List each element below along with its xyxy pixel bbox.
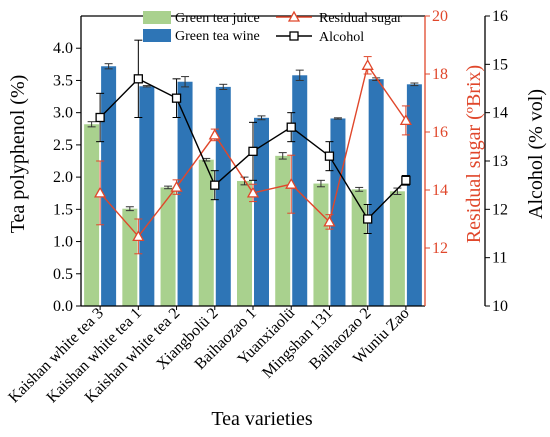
- legend-marker-alcohol: [289, 31, 299, 41]
- legend-swatch-wine: [143, 29, 171, 42]
- bar-wine: [406, 84, 422, 306]
- bar-juice: [313, 183, 329, 306]
- bar-juice: [389, 191, 405, 306]
- y-tick-label-alcohol: 13: [492, 153, 508, 170]
- marker-sugar: [323, 215, 336, 227]
- y-tick-label-left: 2.0: [53, 169, 73, 186]
- marker-sugar: [94, 186, 107, 198]
- y-tick-label-sugar: 14: [432, 182, 448, 199]
- legend-swatch-juice: [143, 11, 171, 24]
- y-tick-label-sugar: 18: [432, 66, 448, 83]
- marker-sugar: [399, 114, 412, 126]
- y-axis-title-alcohol: Alcohol (% vol): [525, 89, 547, 219]
- y-axis-title-left: Tea polyphenol (%): [7, 75, 29, 234]
- x-axis-title: Tea varieties: [211, 408, 313, 430]
- legend-label-wine: Green tea wine: [175, 29, 260, 44]
- y-tick-label-left: 0.0: [53, 298, 73, 315]
- bar-wine: [254, 117, 269, 306]
- bar-juice: [275, 155, 291, 306]
- bar-juice: [122, 208, 138, 306]
- y-tick-label-sugar: 20: [432, 8, 448, 25]
- bar-juice: [160, 187, 176, 306]
- marker-sugar: [132, 230, 145, 242]
- bar-wine: [215, 86, 231, 306]
- y-tick-label-left: 1.5: [53, 201, 73, 218]
- legend-label-alcohol: Alcohol: [319, 30, 364, 45]
- marker-alcohol: [324, 151, 335, 161]
- marker-sugar: [170, 180, 183, 192]
- marker-sugar: [285, 177, 298, 189]
- y-tick-label-sugar: 16: [432, 124, 448, 141]
- marker-alcohol: [248, 146, 258, 156]
- y-tick-label-alcohol: 14: [492, 105, 508, 122]
- y-tick-label-left: 0.5: [53, 266, 73, 283]
- y-tick-label-alcohol: 10: [492, 298, 508, 315]
- bar-juice: [351, 189, 367, 306]
- y-tick-label-alcohol: 15: [492, 56, 508, 73]
- marker-sugar: [246, 186, 260, 198]
- y-tick-label-alcohol: 16: [492, 8, 508, 25]
- bar-wine: [177, 81, 193, 306]
- marker-sugar: [208, 128, 221, 140]
- bar-wine: [330, 118, 346, 306]
- marker-sugar: [361, 58, 374, 70]
- marker-alcohol: [210, 180, 220, 190]
- bar-wine: [101, 66, 117, 307]
- y-tick-label-left: 3.0: [53, 105, 73, 122]
- bar-wine: [139, 86, 155, 306]
- bar-juice: [237, 180, 252, 306]
- marker-alcohol: [286, 122, 296, 132]
- y-tick-label-left: 1.0: [53, 234, 73, 251]
- y-axis-title-sugar: Residual sugar (ºBrix): [463, 65, 485, 243]
- y-tick-label-left: 2.5: [53, 137, 73, 154]
- legend-label-sugar: Residual sugar: [319, 11, 402, 26]
- bar-juice: [198, 159, 214, 306]
- marker-alcohol: [95, 112, 105, 123]
- marker-alcohol: [171, 93, 182, 103]
- bar-wine: [292, 75, 308, 307]
- legend-marker-sugar: [287, 10, 301, 22]
- marker-alcohol: [401, 175, 411, 185]
- legend: Green tea juice Green tea wine Residual …: [143, 10, 402, 45]
- y-tick-label-left: 4.0: [53, 40, 73, 57]
- marker-alcohol: [133, 74, 143, 84]
- y-tick-label-alcohol: 11: [492, 250, 507, 267]
- bar-juice: [84, 124, 100, 307]
- y-tick-label-left: 3.5: [53, 72, 73, 89]
- legend-label-juice: Green tea juice: [175, 11, 260, 26]
- y-tick-label-alcohol: 12: [492, 201, 508, 218]
- bar-wine: [368, 79, 384, 307]
- y-tick-label-sugar: 12: [432, 240, 448, 257]
- marker-alcohol: [363, 214, 373, 224]
